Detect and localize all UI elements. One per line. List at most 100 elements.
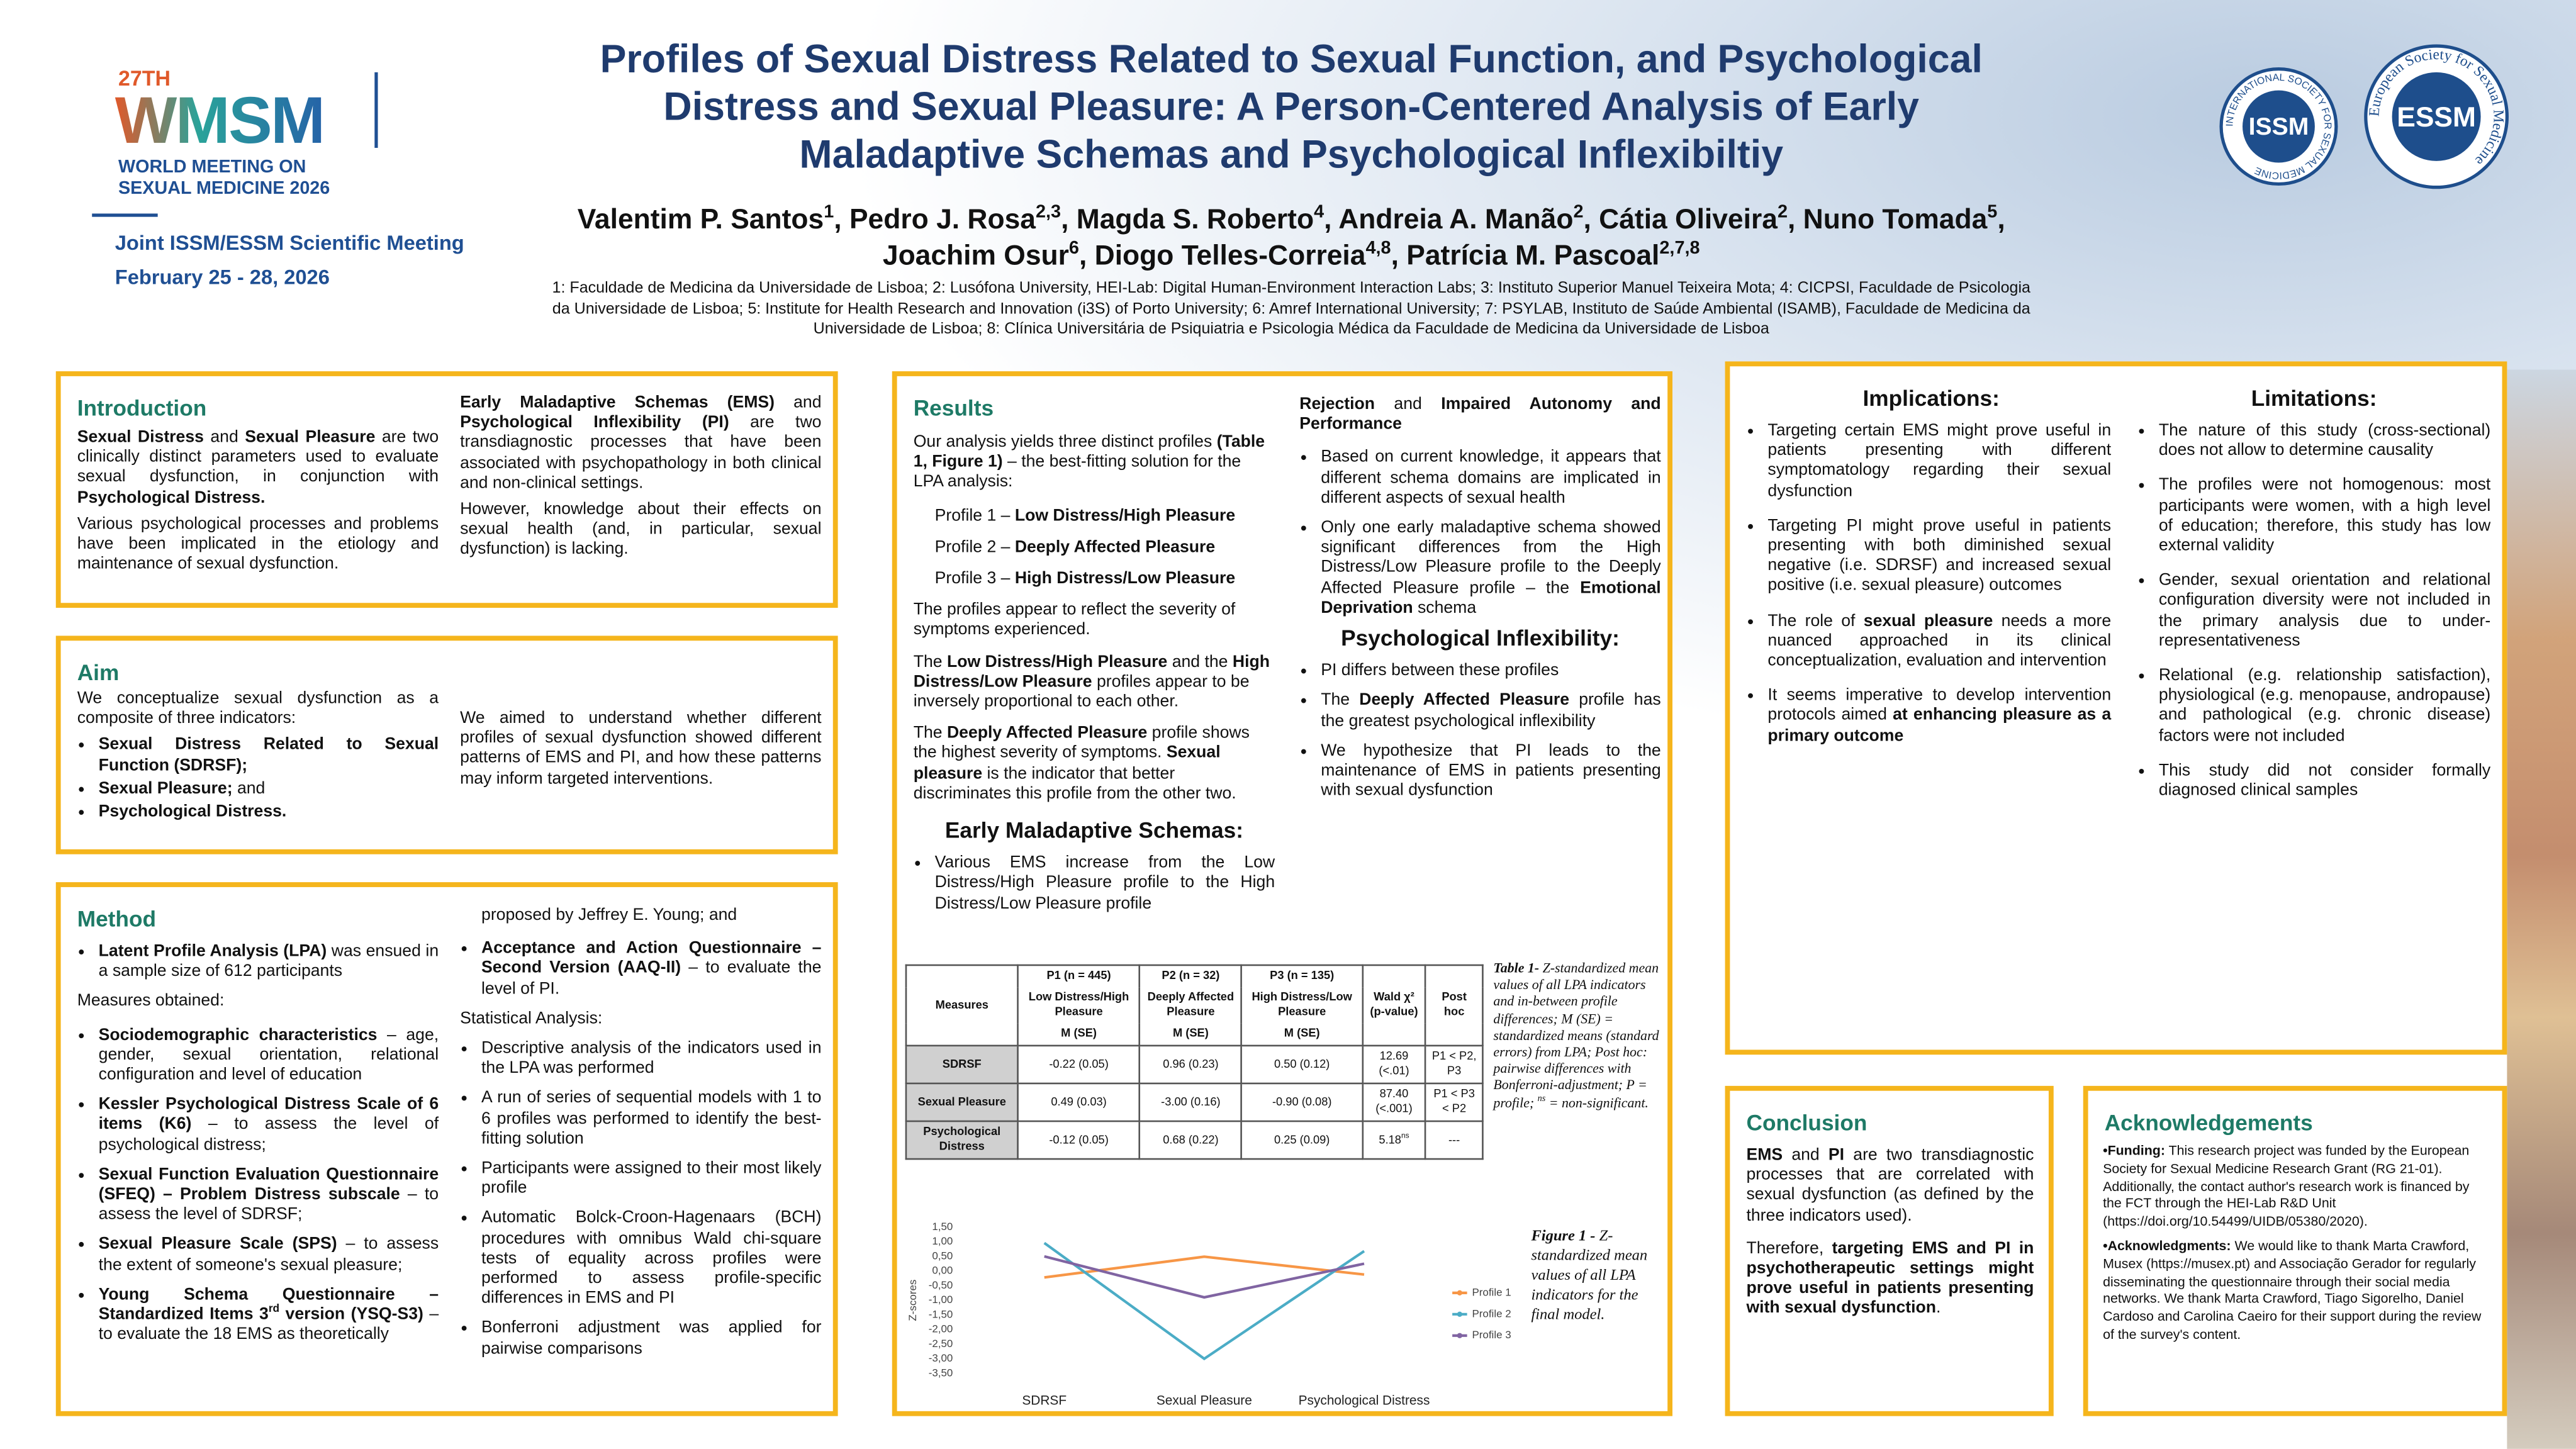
text-run: 6 <box>1068 238 1079 259</box>
table-header: Wald χ² (p-value) <box>1361 964 1427 1047</box>
column: Rejection and Impaired Autonomy and Perf… <box>1299 396 1660 812</box>
text-run: – to evaluate the level of PI. <box>481 959 822 999</box>
list-item: Sociodemographic characteristics – age, … <box>99 1026 439 1087</box>
list-item: The Deeply Affected Pleasure profile has… <box>1321 692 1660 732</box>
list: Based on current knowledge, it appears t… <box>1299 449 1660 620</box>
text-run: and <box>203 428 245 447</box>
legend-label: Profile 1 <box>1472 1286 1511 1298</box>
text-run: sexual pleasure <box>1863 612 1993 630</box>
paragraph: We aimed to understand whether different… <box>460 709 822 788</box>
text-run: The role of <box>1767 612 1864 630</box>
column: We conceptualize sexual dysfunction as a… <box>77 690 439 834</box>
list: Descriptive analysis of the indicators u… <box>460 1040 821 1360</box>
text-run: (Table 1, Figure 1) <box>913 434 1265 472</box>
text-run: Low Distress/High Pleasure <box>1014 506 1236 525</box>
aim-box: Aim We conceptualize sexual dysfunction … <box>55 635 838 854</box>
conclusion-box: Conclusion EMS and PI are two transdiagn… <box>1725 1085 2054 1416</box>
list-item: Sexual Function Evaluation Questionnaire… <box>99 1166 439 1226</box>
text-run: Sexual Function Evaluation Questionnaire… <box>98 1166 439 1204</box>
list-item: Based on current knowledge, it appears t… <box>1321 449 1660 510</box>
text-run: Emotional Deprivation <box>1321 579 1661 618</box>
text-run: , Andreia A. Manão <box>1324 203 1574 235</box>
list-item: We hypothesize that PI leads to the main… <box>1321 742 1660 803</box>
paragraph: Therefore, targeting EMS and PI in psych… <box>1746 1240 2034 1320</box>
text-run: Profile 3 – <box>934 570 1015 588</box>
text-run: Acceptance and Action Questionnaire – Se… <box>481 940 822 978</box>
table-cell: -0.90 (0.08) <box>1240 1082 1364 1122</box>
text-run: and <box>1375 396 1442 414</box>
subheading: Early Maladaptive Schemas: <box>944 818 1243 843</box>
text-run: are two transdiagnostic processes that a… <box>1746 1146 2034 1225</box>
text-run: Latent Profile Analysis (LPA) <box>98 943 327 961</box>
table-cell: -0.12 (0.05) <box>1017 1120 1141 1160</box>
text-run: Deeply Affected Pleasure <box>1014 538 1216 557</box>
table-cell: 0.68 (0.22) <box>1139 1120 1243 1160</box>
text-run: Therefore, <box>1746 1239 1832 1258</box>
logo-acronym: WMSM <box>115 86 325 159</box>
list-item: Acceptance and Action Questionnaire – Se… <box>481 940 821 1000</box>
header-line: Wald χ² <box>1374 992 1414 1004</box>
paragraph: The profiles appear to reflect the sever… <box>913 601 1236 640</box>
text-run: profiles appear to be inversely proporti… <box>913 673 1250 712</box>
paragraph: proposed by Jeffrey E. Young; and <box>481 907 737 925</box>
logo-line: WORLD MEETING ON <box>118 157 306 177</box>
text-run: profile shows the highest severity of sy… <box>913 725 1250 763</box>
text-run: PI <box>1828 1146 1845 1165</box>
paragraph: Various psychological processes and prob… <box>77 515 439 574</box>
text-run: We would like to thank Marta Crawford, M… <box>2103 1238 2482 1343</box>
text-run: = non-significant. <box>1545 1095 1649 1111</box>
list-item: Descriptive analysis of the indicators u… <box>481 1040 821 1080</box>
text-run: rd <box>268 1304 280 1316</box>
column: Early Maladaptive Schemas (EMS) and Psyc… <box>460 394 821 568</box>
results-box: Results Our analysis yields three distin… <box>892 371 1672 1416</box>
text-run: Profile 1 – <box>934 506 1015 525</box>
y-tick-label: -3,50 <box>929 1367 953 1379</box>
table-cell: 12.69 (<.01) <box>1361 1044 1427 1085</box>
text-run: High Distress/Low Pleasure <box>1014 570 1236 588</box>
column: Latent Profile Analysis (LPA) was ensued… <box>77 943 439 1357</box>
text-run: – the best-fitting solution for the LPA … <box>913 454 1241 492</box>
list: Sociodemographic characteristics – age, … <box>77 1026 439 1346</box>
introduction-box: Introduction Sexual Distress and Sexual … <box>55 371 838 608</box>
text-run: Kessler Psychological Distress Scale of … <box>98 1096 439 1134</box>
text-run: and <box>232 780 266 798</box>
text-run: – age, gender, sexual orientation, relat… <box>98 1026 439 1085</box>
paragraph: Our analysis yields three distinct profi… <box>914 434 1275 494</box>
paragraph: However, knowledge about their effects o… <box>460 501 822 559</box>
legend-label: Profile 3 <box>1472 1329 1511 1341</box>
dates: February 25 - 28, 2026 <box>115 266 330 289</box>
paragraph: Early Maladaptive Schemas (EMS) and Psyc… <box>460 394 821 495</box>
logo-text: ISSM <box>2249 113 2309 140</box>
text-run: Low Distress/High Pleasure <box>946 653 1168 671</box>
text-run: EMS <box>1746 1146 1783 1165</box>
table-cell: 0.25 (0.09) <box>1240 1120 1364 1160</box>
table-cell: P1 < P3 < P2 <box>1425 1082 1484 1122</box>
table-header: M (SE) <box>1139 1023 1243 1047</box>
affiliations: 1: Faculdade de Medicina da Universidade… <box>552 279 2030 339</box>
list-item: Sexual Pleasure Scale (SPS) – to assess … <box>99 1236 439 1277</box>
text-run: Valentim P. Santos <box>577 203 824 235</box>
paragraph: The Deeply Affected Pleasure profile sho… <box>914 725 1275 805</box>
table-header: P2 (n = 32) <box>1139 964 1243 988</box>
text-run: Young Schema Questionnaire – Standardize… <box>98 1286 439 1324</box>
section-heading: Conclusion <box>1746 1111 1868 1136</box>
table-header: Measures <box>905 964 1019 1047</box>
table-header: M (SE) <box>1017 1023 1141 1047</box>
text-run: 1 <box>824 203 834 223</box>
list: Various EMS increase from the Low Distre… <box>914 854 1275 915</box>
legend-swatch <box>1457 1311 1463 1317</box>
implications-box: Implications: Targeting certain EMS migh… <box>1725 361 2507 1055</box>
text-run: 2 <box>1777 203 1788 223</box>
list-item: Latent Profile Analysis (LPA) was ensued… <box>99 943 439 983</box>
text-run: 2,7,8 <box>1659 238 1700 259</box>
text-run: – to evaluate the 18 EMS as theoreticall… <box>98 1306 439 1345</box>
column: proposed by Jeffrey E. Young; and Accept… <box>460 907 821 1370</box>
text-run: . <box>1936 1300 1941 1319</box>
list: Profile 1 – Low Distress/High Pleasure P… <box>914 507 1275 590</box>
table-row: Sexual Pleasure 0.49 (0.03) -3.00 (0.16) -0… <box>905 1082 1484 1122</box>
y-tick-label: -1,00 <box>929 1294 953 1306</box>
list-item: Profile 3 – High Distress/Low Pleasure <box>935 570 1275 590</box>
text-run: and <box>1783 1146 1828 1165</box>
paragraph: Measures obtained: <box>77 993 225 1011</box>
list-item: Profile 1 – Low Distress/High Pleasure <box>935 507 1275 527</box>
